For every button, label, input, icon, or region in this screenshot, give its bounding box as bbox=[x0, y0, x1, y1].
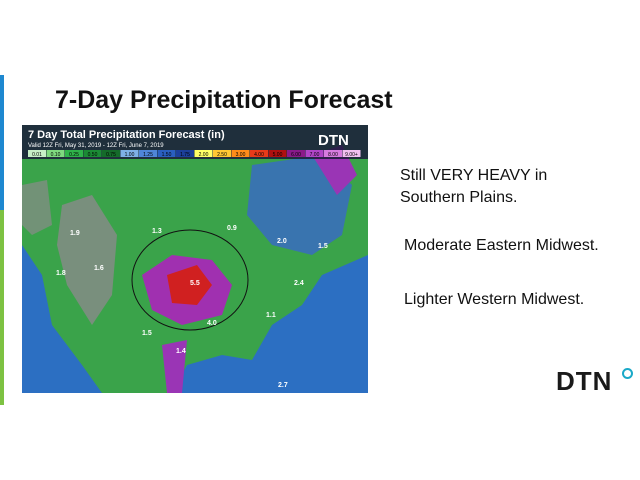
ocean bbox=[172, 255, 368, 393]
dry-area bbox=[57, 195, 117, 325]
legend-label: 0.75 bbox=[106, 152, 116, 158]
wet-area bbox=[247, 155, 352, 255]
legend-swatch bbox=[194, 150, 213, 157]
forecast-map: 7 Day Total Precipitation Forecast (in) … bbox=[22, 125, 368, 393]
legend-label: 7.00 bbox=[310, 152, 320, 158]
map-label: 5.5 bbox=[190, 280, 200, 287]
dry-area bbox=[22, 180, 52, 235]
map-valid: Valid 12Z Fri, May 31, 2019 - 12Z Fri, J… bbox=[28, 143, 164, 149]
map-label: 1.6 bbox=[94, 265, 104, 272]
legend-label: 0.10 bbox=[51, 152, 61, 158]
legend-label: 1.00 bbox=[125, 152, 135, 158]
map-label: 1.3 bbox=[152, 228, 162, 235]
map-label: 0.9 bbox=[227, 225, 237, 232]
map-label: 1.9 bbox=[70, 230, 80, 237]
legend-label: 0.50 bbox=[88, 152, 98, 158]
map-label: 1.5 bbox=[142, 330, 152, 337]
legend-swatch bbox=[28, 150, 46, 157]
map-label: 2.4 bbox=[294, 280, 304, 287]
accent-bar bbox=[0, 210, 4, 405]
logo-dot bbox=[622, 368, 633, 379]
legend-label: 6.00 bbox=[291, 152, 301, 158]
legend-label: 1.25 bbox=[143, 152, 153, 158]
legend-swatch bbox=[213, 150, 231, 157]
highlight-circle bbox=[131, 229, 249, 331]
legend-swatch bbox=[176, 150, 194, 157]
map-logo: DTN bbox=[318, 132, 349, 149]
heavy-area bbox=[162, 340, 187, 393]
legend-label: 8.00 bbox=[328, 152, 338, 158]
legend-swatch bbox=[231, 150, 250, 157]
slide-title: 7-Day Precipitation Forecast bbox=[55, 86, 393, 114]
legend-label: 4.00 bbox=[254, 152, 264, 158]
legend-swatch bbox=[120, 150, 139, 157]
legend-label: 0.25 bbox=[69, 152, 79, 158]
map-label: 1.8 bbox=[56, 270, 66, 277]
legend-swatch bbox=[305, 150, 324, 157]
legend-swatch bbox=[342, 150, 361, 157]
map-labels: 1.9 1.3 0.9 2.0 1.5 1.6 1.8 5.5 2.4 1.1 … bbox=[56, 225, 328, 389]
legend-swatch bbox=[324, 150, 342, 157]
legend-swatch bbox=[139, 150, 157, 157]
map-label: 1.5 bbox=[318, 243, 328, 250]
legend-label: 9.00+ bbox=[345, 152, 358, 158]
bullet: Still VERY HEAVY in Southern Plains. bbox=[400, 167, 548, 206]
legend: 0.01 0.10 0.25 0.50 0.75 1.00 1.25 1.50 1.75 2.00… bbox=[28, 150, 361, 158]
bullet: Lighter Western Midwest. bbox=[404, 291, 585, 308]
legend-swatch bbox=[83, 150, 102, 157]
map-label: 1.4 bbox=[176, 348, 186, 355]
legend-label: 1.75 bbox=[180, 152, 190, 158]
bullet: Moderate Eastern Midwest. bbox=[404, 237, 599, 254]
map-label: 2.0 bbox=[277, 238, 287, 245]
legend-swatch bbox=[46, 150, 65, 157]
map-label: 2.7 bbox=[278, 382, 288, 389]
accent-bar bbox=[0, 75, 4, 210]
legend-swatch bbox=[250, 150, 268, 157]
legend-swatch bbox=[102, 150, 120, 157]
ocean bbox=[22, 245, 102, 393]
legend-label: 2.50 bbox=[217, 152, 227, 158]
legend-swatch bbox=[157, 150, 176, 157]
heaviest-area bbox=[167, 265, 212, 305]
legend-label: 3.00 bbox=[236, 152, 246, 158]
legend-label: 5.00 bbox=[273, 152, 283, 158]
map-label: 4.0 bbox=[207, 320, 217, 327]
map-label: 1.1 bbox=[266, 312, 276, 319]
legend-label: 2.00 bbox=[199, 152, 209, 158]
legend-swatch bbox=[65, 150, 83, 157]
map-title: 7 Day Total Precipitation Forecast (in) bbox=[28, 129, 225, 141]
legend-label: 1.50 bbox=[162, 152, 172, 158]
legend-swatch bbox=[268, 150, 287, 157]
legend-swatch bbox=[287, 150, 305, 157]
logo: DTN bbox=[556, 366, 613, 396]
legend-label: 0.01 bbox=[32, 152, 42, 158]
